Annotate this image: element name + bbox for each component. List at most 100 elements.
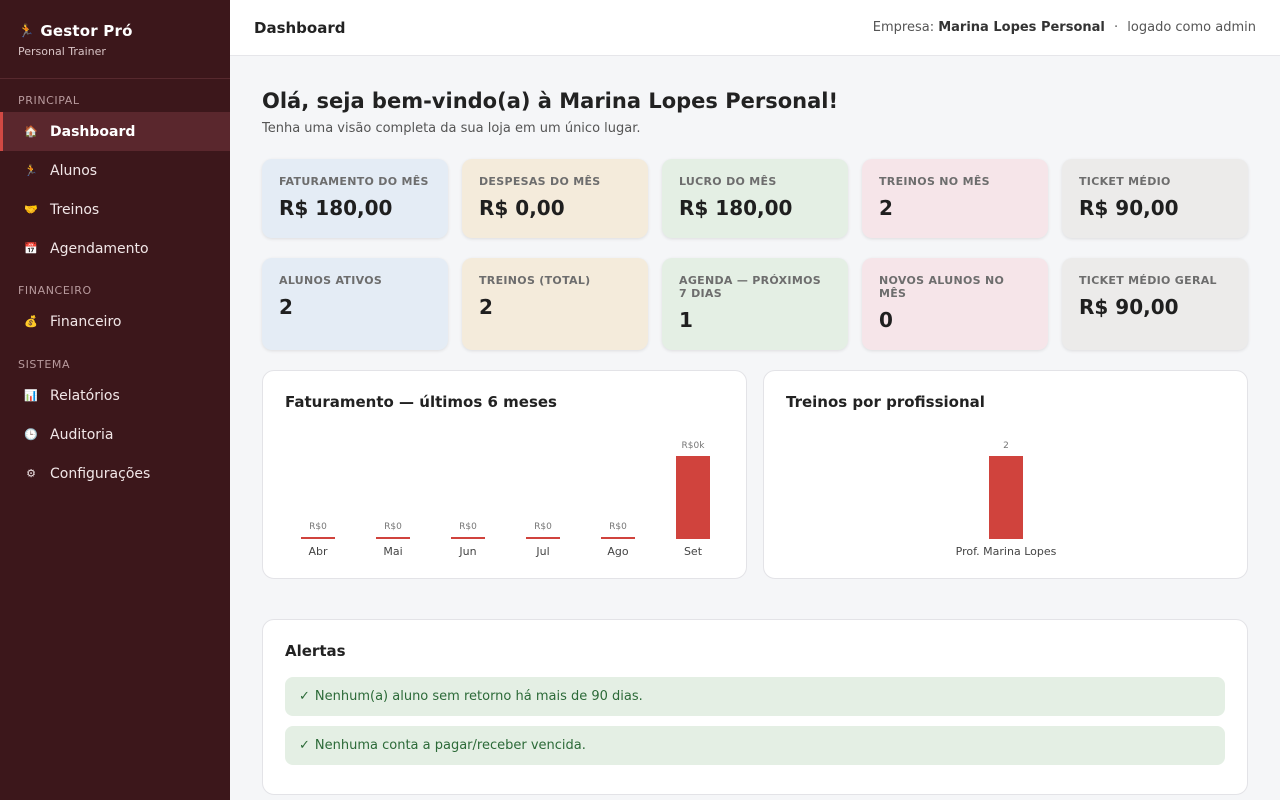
sidebar-item-agendamento[interactable]: 📅 Agendamento [0,229,230,268]
alert-text: Nenhum(a) aluno sem retorno há mais de 9… [314,689,643,704]
handshake-icon: 🤝 [24,203,38,216]
revenue-chart: R$0 Abr R$0 Mai R$0 Jun R$0 Jul R$0 Ago R$0k Set [301,441,710,558]
runner-icon: 🏃 [18,23,35,39]
kpi-value: R$ 0,00 [479,196,565,220]
app-name: Gestor Pró [40,22,133,40]
chart-data-label: R$0 [459,522,477,532]
kpi-value: 2 [879,196,893,220]
money-bag-icon: 💰 [24,315,38,328]
sidebar-item-dashboard[interactable]: 🏠 Dashboard [0,112,230,151]
welcome-subtitle: Tenha uma visão completa da sua loja em … [262,121,641,136]
sidebar: 🏃 Gestor Pró Personal Trainer PRINCIPAL … [0,0,230,800]
check-icon: ✓ [299,738,310,753]
gear-icon: ⚙ [26,467,36,480]
revenue-chart-card: Faturamento — últimos 6 meses R$0 Abr R$0 M… [262,370,747,579]
alerts-title: Alertas [285,642,346,660]
alert-item: ✓ Nenhuma conta a pagar/receber vencida. [285,726,1225,765]
sidebar-item-label: Relatórios [50,387,120,404]
kpi-card: TREINOS (TOTAL) 2 [462,258,648,350]
kpi-value: R$ 90,00 [1079,295,1179,319]
chart-bar [376,537,410,539]
kpi-card: TICKET MÉDIO GERAL R$ 90,00 [1062,258,1248,350]
sidebar-item-label: Dashboard [50,123,136,140]
chart-bar [676,456,710,539]
sidebar-item-financeiro[interactable]: 💰 Financeiro [0,302,230,341]
kpi-value: 2 [279,295,293,319]
kpi-card: DESPESAS DO MÊS R$ 0,00 [462,159,648,238]
chart-tick-label: Prof. Marina Lopes [956,545,1057,558]
kpi-value: R$ 180,00 [679,196,793,220]
brand-title[interactable]: 🏃 Gestor Pró [18,22,212,40]
kpi-label: FATURAMENTO DO MÊS [279,175,429,188]
kpi-label: TREINOS NO MÊS [879,175,990,188]
trainings-chart: 2 Prof. Marina Lopes [956,441,1057,558]
kpi-card: TREINOS NO MÊS 2 [862,159,1048,238]
kpi-card: LUCRO DO MÊS R$ 180,00 [662,159,848,238]
sidebar-item-treinos[interactable]: 🤝 Treinos [0,190,230,229]
sidebar-item-label: Configurações [50,465,151,482]
kpi-card: FATURAMENTO DO MÊS R$ 180,00 [262,159,448,238]
trainings-chart-card: Treinos por profissional 2 Prof. Marina L… [763,370,1248,579]
kpi-label: ALUNOS ATIVOS [279,274,383,287]
chart-data-label: R$0 [309,522,327,532]
kpi-value: 0 [879,308,893,332]
kpi-label: LUCRO DO MÊS [679,175,777,188]
kpi-card: AGENDA — PRÓXIMOS 7 DIAS 1 [662,258,848,350]
kpi-card: ALUNOS ATIVOS 2 [262,258,448,350]
sidebar-item-label: Auditoria [50,426,114,443]
welcome-title: Olá, seja bem-vindo(a) à Marina Lopes Pe… [262,89,839,113]
kpi-value: 1 [679,308,693,332]
revenue-chart-title: Faturamento — últimos 6 meses [285,393,557,411]
chart-bar [301,537,335,539]
app-subtitle: Personal Trainer [18,45,106,58]
kpi-value: R$ 180,00 [279,196,393,220]
sidebar-item-configuracoes[interactable]: ⚙ Configurações [0,454,230,493]
chart-tick-label: Abr [308,545,328,558]
topbar: Dashboard Empresa: Marina Lopes Personal… [230,0,1280,56]
sidebar-item-label: Agendamento [50,240,149,257]
sidebar-item-label: Treinos [50,201,100,218]
chart-tick-label: Ago [607,545,629,558]
sidebar-item-relatorios[interactable]: 📊 Relatórios [0,376,230,415]
sidebar-item-alunos[interactable]: 🏃 Alunos [0,151,230,190]
brand: 🏃 Gestor Pró Personal Trainer [0,0,230,79]
clock-icon: 🕒 [24,428,38,441]
kpi-label: TREINOS (TOTAL) [479,274,591,287]
sidebar-section-label: FINANCEIRO [18,284,92,297]
chart-tick-label: Set [684,545,703,558]
kpi-card: NOVOS ALUNOS NO MÊS 0 [862,258,1048,350]
check-icon: ✓ [299,689,310,704]
page-title: Dashboard [254,18,346,37]
chart-data-label: R$0k [682,441,706,451]
kpi-label: DESPESAS DO MÊS [479,175,601,188]
session-info: Empresa: Marina Lopes Personal · logado … [873,20,1256,35]
sidebar-item-label: Financeiro [50,313,122,330]
kpi-value: 2 [479,295,493,319]
chart-data-label: R$0 [609,522,627,532]
chart-bar [989,456,1023,539]
chart-bar [526,537,560,539]
sidebar-section-label: PRINCIPAL [18,94,80,107]
trainings-chart-title: Treinos por profissional [786,393,985,411]
kpi-label: TICKET MÉDIO [1079,175,1171,188]
chart-data-label: R$0 [384,522,402,532]
calendar-icon: 📅 [24,242,38,255]
kpi-label: TICKET MÉDIO GERAL [1079,274,1217,287]
chart-tick-label: Jun [458,545,476,558]
kpi-value: R$ 90,00 [1079,196,1179,220]
chart-tick-label: Mai [383,545,402,558]
kpi-label: AGENDA — PRÓXIMOS 7 DIAS [679,274,821,300]
logged-user: logado como admin [1127,20,1256,35]
bar-chart-icon: 📊 [24,389,38,402]
alerts-card: Alertas ✓ Nenhum(a) aluno sem retorno há… [262,619,1248,795]
kpi-card: TICKET MÉDIO R$ 90,00 [1062,159,1248,238]
separator: · [1114,20,1119,35]
company-prefix: Empresa: [872,20,935,35]
kpi-label: NOVOS ALUNOS NO MÊS [879,274,1005,300]
sidebar-section-label: SISTEMA [18,358,71,371]
chart-bar [451,537,485,539]
sidebar-item-label: Alunos [50,162,98,179]
house-icon: 🏠 [24,125,38,138]
sidebar-item-auditoria[interactable]: 🕒 Auditoria [0,415,230,454]
company-name: Marina Lopes Personal [938,20,1105,35]
